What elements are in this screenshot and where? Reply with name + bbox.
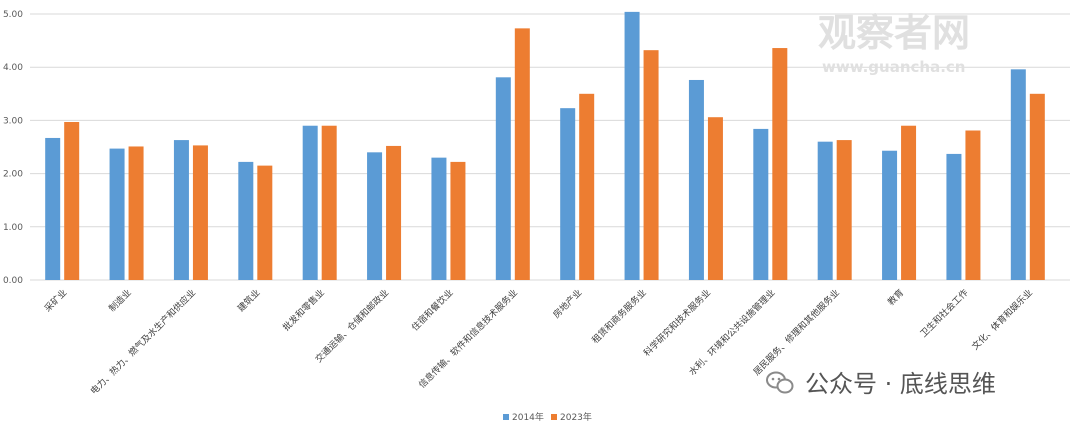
bar-2023年-1 bbox=[128, 146, 144, 280]
y-tick-label: 2.00 bbox=[3, 170, 23, 180]
legend-swatch bbox=[551, 414, 557, 420]
bar-2023年-8 bbox=[579, 93, 595, 280]
bars bbox=[45, 11, 1045, 281]
x-category-label: 交通运输、仓储和邮政业 bbox=[313, 287, 391, 365]
legend-label: 2014年 bbox=[512, 411, 544, 423]
bar-2014年-6 bbox=[431, 157, 447, 280]
bar-2023年-5 bbox=[386, 145, 402, 280]
bar-2014年-15 bbox=[1010, 69, 1026, 280]
bar-2014年-0 bbox=[45, 137, 61, 280]
y-tick-label: 3.00 bbox=[3, 116, 23, 126]
bar-2014年-8 bbox=[560, 108, 576, 280]
bar-2023年-3 bbox=[257, 165, 273, 280]
bar-2023年-11 bbox=[772, 48, 788, 280]
wechat-account-name: 公众号 · 底线思维 bbox=[805, 370, 996, 398]
x-category-label: 租赁和商务服务业 bbox=[589, 287, 648, 346]
bar-2023年-13 bbox=[901, 125, 917, 280]
y-tick-label: 1.00 bbox=[3, 223, 23, 233]
bar-2014年-14 bbox=[946, 153, 962, 280]
bar-2014年-4 bbox=[302, 125, 318, 280]
bar-2014年-12 bbox=[817, 141, 833, 280]
y-axis-ticks: 0.00 1.00 2.00 3.00 4.00 5.00 bbox=[3, 10, 23, 286]
wechat-account: 公众号 · 底线思维 bbox=[766, 370, 996, 398]
bar-2023年-12 bbox=[836, 140, 852, 280]
y-tick-label: 5.00 bbox=[3, 10, 23, 20]
bar-2023年-2 bbox=[192, 145, 208, 280]
x-category-label: 信息传输、软件和信息技术服务业 bbox=[416, 287, 520, 391]
bar-2023年-7 bbox=[514, 28, 530, 281]
watermark: 观察者网 www.guancha.cn bbox=[818, 11, 970, 76]
bar-2014年-5 bbox=[367, 152, 383, 280]
x-category-label: 采矿业 bbox=[42, 287, 70, 315]
y-tick-label: 4.00 bbox=[3, 63, 23, 73]
bar-2014年-7 bbox=[495, 77, 511, 280]
x-category-label: 建筑业 bbox=[235, 287, 263, 315]
bar-2014年-3 bbox=[238, 161, 254, 280]
bar-2014年-10 bbox=[688, 79, 704, 280]
x-category-label: 卫生和社会工作 bbox=[918, 287, 971, 340]
bar-2014年-11 bbox=[753, 128, 769, 280]
bar-2023年-10 bbox=[707, 117, 723, 280]
wechat-icon bbox=[766, 371, 794, 394]
bar-2014年-2 bbox=[173, 140, 189, 280]
x-category-label: 教育 bbox=[885, 287, 906, 308]
bar-2014年-1 bbox=[109, 148, 125, 280]
x-category-label: 文化、体育和娱乐业 bbox=[969, 287, 1035, 353]
legend-label: 2023年 bbox=[560, 411, 592, 423]
bar-2023年-4 bbox=[321, 125, 337, 280]
watermark-url: www.guancha.cn bbox=[822, 58, 966, 76]
bar-2023年-6 bbox=[450, 161, 466, 280]
legend-swatch bbox=[503, 414, 509, 420]
watermark-main: 观察者网 bbox=[818, 11, 970, 55]
legend: 2014年 2023年 bbox=[503, 411, 592, 423]
bar-2023年-15 bbox=[1029, 93, 1045, 280]
x-category-label: 科学研究和技术服务业 bbox=[641, 287, 713, 359]
bar-2023年-14 bbox=[965, 130, 981, 280]
bar-2023年-0 bbox=[64, 121, 80, 280]
x-category-label: 制造业 bbox=[106, 287, 134, 315]
x-category-label: 住宿和餐饮业 bbox=[409, 287, 456, 334]
x-category-label: 房地产业 bbox=[550, 287, 584, 321]
bar-2023年-9 bbox=[643, 50, 659, 281]
bar-2014年-9 bbox=[624, 11, 640, 280]
bar-2014年-13 bbox=[882, 150, 898, 280]
x-category-label: 电力、热力、燃气及水生产和供应业 bbox=[88, 287, 198, 397]
x-category-label: 批发和零售业 bbox=[280, 287, 327, 334]
y-tick-label: 0.00 bbox=[3, 276, 23, 286]
